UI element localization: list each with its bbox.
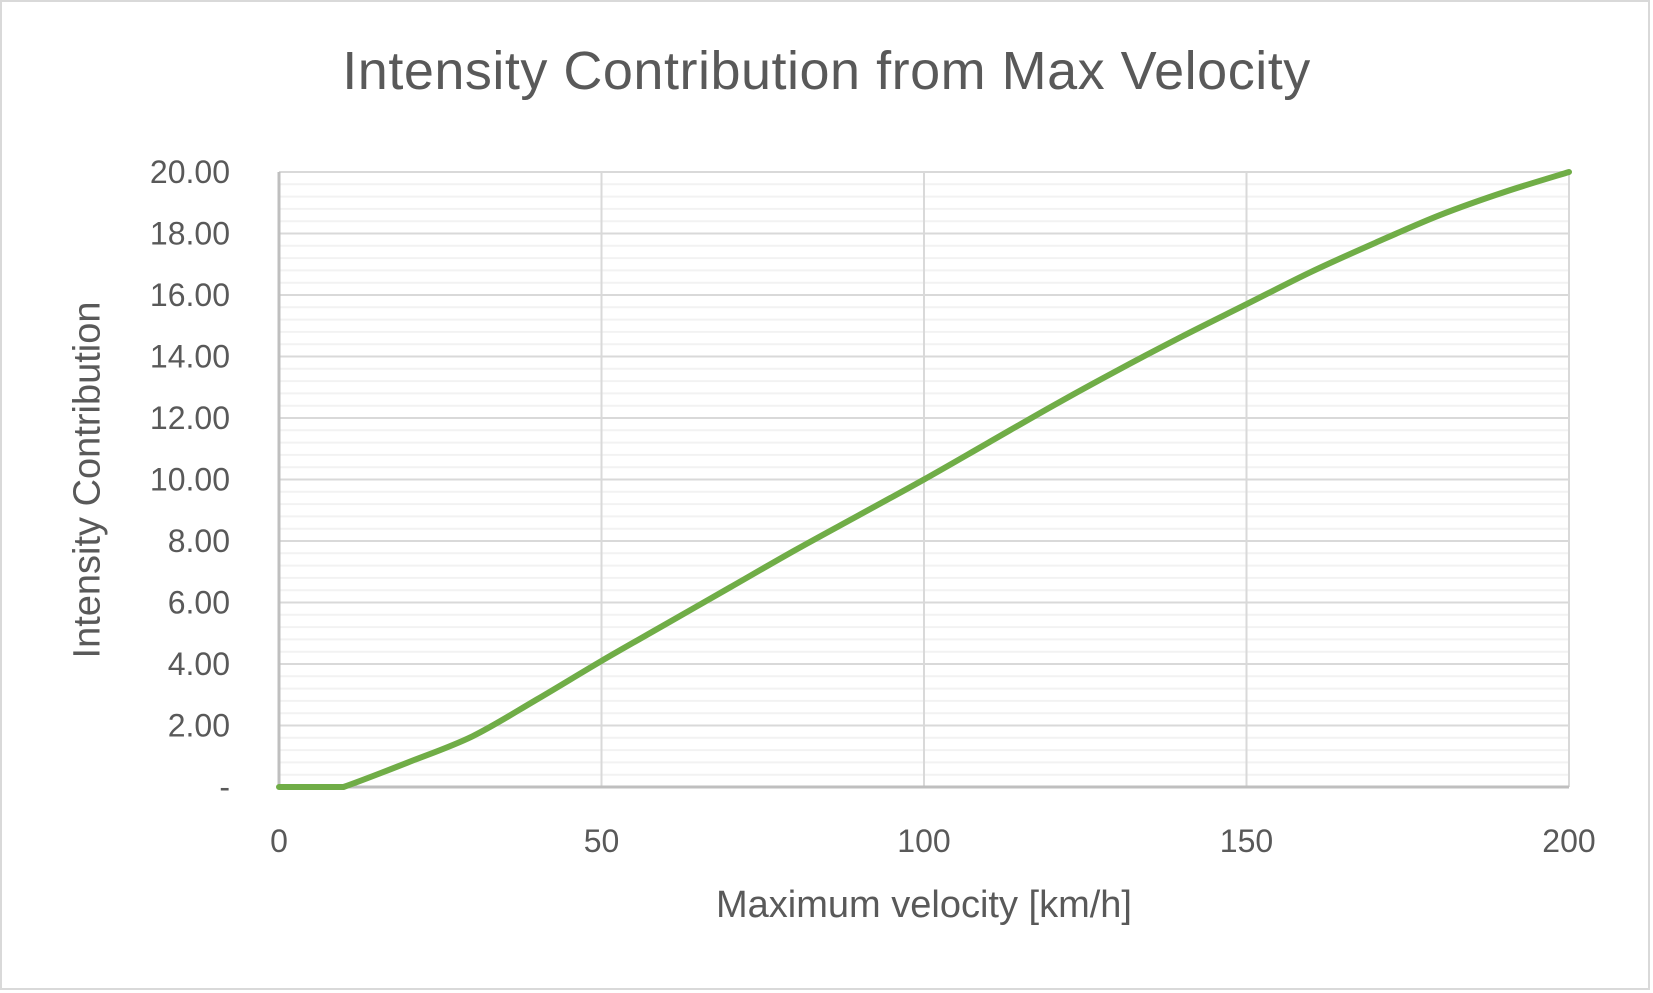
x-tick-labels: 0 50 100 150 200: [270, 823, 1596, 859]
y-tick-label: 10.00: [150, 462, 230, 498]
axes: [277, 172, 1569, 789]
y-tick-label: 6.00: [168, 585, 230, 621]
x-axis-label: Maximum velocity [km/h]: [716, 884, 1132, 926]
x-tick-label: 50: [584, 823, 620, 859]
y-tick-label: 12.00: [150, 400, 230, 436]
y-tick-label: 2.00: [168, 708, 230, 744]
y-tick-label: 14.00: [150, 339, 230, 375]
x-tick-label: 150: [1220, 823, 1273, 859]
x-tick-label: 100: [897, 823, 950, 859]
series-group: [276, 169, 1572, 790]
y-tick-label: 16.00: [150, 277, 230, 313]
x-tick-label: 200: [1542, 823, 1595, 859]
y-tick-label: -: [219, 769, 230, 805]
x-tick-label: 0: [270, 823, 288, 859]
series-line: [276, 169, 1572, 790]
y-tick-label: 18.00: [150, 216, 230, 252]
chart-title: Intensity Contribution from Max Velocity: [342, 41, 1311, 101]
y-tick-label: 4.00: [168, 646, 230, 682]
y-tick-labels: - 2.00 4.00 6.00 8.00 10.00 12.00 14.00 16.00 18.…: [150, 154, 230, 805]
y-tick-label: 8.00: [168, 523, 230, 559]
y-tick-label: 20.00: [150, 154, 230, 190]
